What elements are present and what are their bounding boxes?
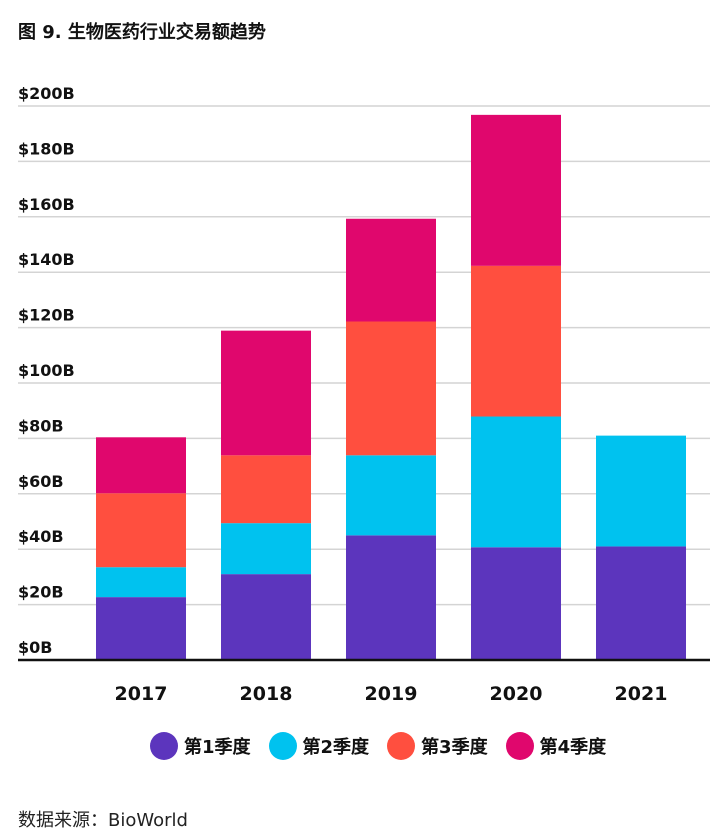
legend: 第1季度 第2季度 第3季度 第4季度 [150, 732, 606, 760]
y-tick-label: $140B [18, 250, 75, 269]
bar-segment [346, 321, 436, 456]
bar-segment [346, 218, 436, 322]
legend-item: 第3季度 [387, 732, 488, 760]
bar-segment [471, 265, 561, 417]
bar-segment [596, 546, 686, 660]
bar-segment [96, 493, 186, 568]
bar-segment [96, 437, 186, 494]
x-tick-label: 2020 [490, 683, 543, 705]
bar-segment [471, 547, 561, 660]
legend-swatch [505, 732, 534, 760]
legend-label: 第3季度 [421, 737, 488, 758]
bar-segment [596, 435, 686, 547]
legend-item: 第1季度 [150, 732, 251, 760]
y-tick-label: $0B [18, 638, 52, 657]
legend-label: 第2季度 [302, 737, 370, 758]
stacked-bar-chart: $0B $20B $40B $60B $80B $100B $120B $140B $160B $… [18, 84, 710, 705]
chart-title: 图 9. 生物医药行业交易额趋势 [18, 22, 266, 43]
y-tick-label: $20B [18, 583, 64, 602]
bar-segment [221, 330, 311, 456]
y-tick-label: $80B [18, 416, 64, 435]
x-tick-label: 2019 [365, 683, 418, 705]
bar-segment [221, 455, 311, 524]
bar-segment [96, 567, 186, 598]
y-tick-label: $160B [18, 195, 75, 214]
legend-item: 第4季度 [505, 732, 607, 760]
source-note: 数据来源：BioWorld [18, 810, 188, 831]
legend-swatch [387, 732, 416, 760]
y-tick-label: $180B [18, 139, 75, 158]
legend-label: 第4季度 [539, 737, 607, 758]
legend-swatch [150, 732, 178, 760]
bar-segment [96, 597, 186, 660]
legend-label: 第1季度 [184, 737, 251, 758]
y-tick-label: $200B [18, 84, 75, 103]
bar-segment [221, 574, 311, 660]
bar-segment [471, 416, 561, 548]
bar-segment [346, 535, 436, 660]
x-tick-label: 2021 [615, 683, 668, 705]
y-tick-label: $100B [18, 361, 75, 380]
legend-item: 第2季度 [268, 732, 370, 760]
legend-swatch [268, 732, 297, 760]
bar-segment [471, 114, 561, 266]
y-tick-label: $40B [18, 527, 64, 546]
y-tick-label: $60B [18, 472, 64, 491]
bar-segment [221, 523, 311, 575]
x-tick-label: 2018 [240, 683, 293, 705]
y-tick-label: $120B [18, 306, 75, 325]
bar-segment [346, 455, 436, 536]
x-tick-label: 2017 [115, 683, 168, 705]
